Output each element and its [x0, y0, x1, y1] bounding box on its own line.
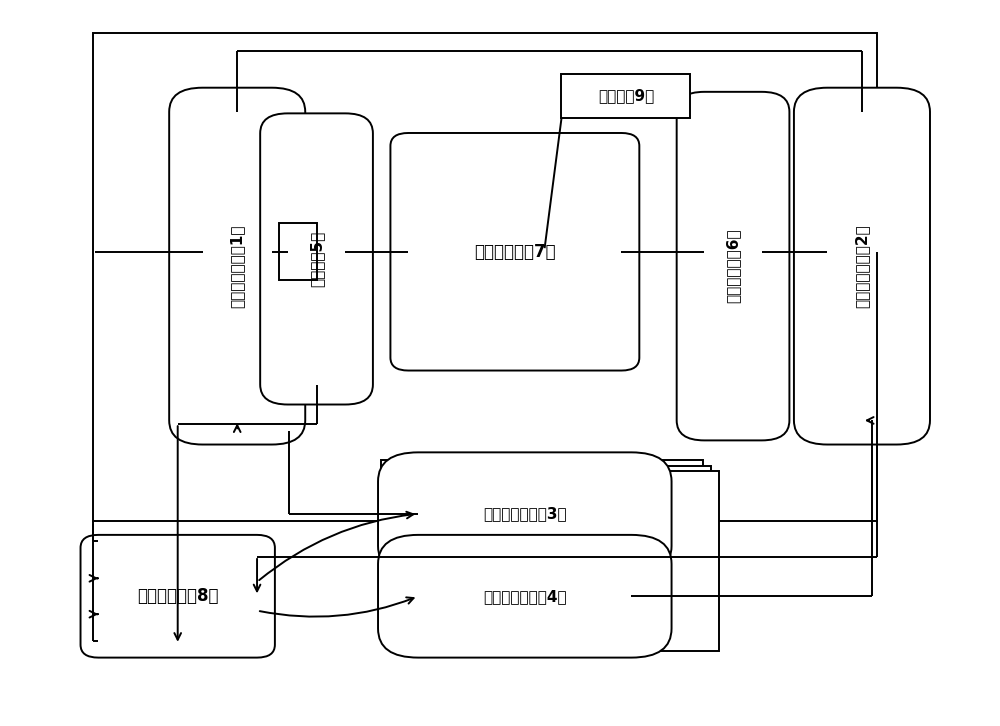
- Bar: [389, 465, 711, 645]
- FancyBboxPatch shape: [378, 535, 672, 658]
- FancyBboxPatch shape: [794, 88, 930, 444]
- FancyBboxPatch shape: [81, 535, 275, 658]
- FancyBboxPatch shape: [390, 133, 639, 370]
- Text: 水平轴（9）: 水平轴（9）: [598, 89, 654, 104]
- Text: 测速机（5）: 测速机（5）: [309, 231, 324, 287]
- Bar: [93, 33, 877, 521]
- Text: 直流力矩电机（1）: 直流力矩电机（1）: [230, 224, 245, 308]
- FancyBboxPatch shape: [169, 88, 305, 444]
- Text: 功率驱动模块（4）: 功率驱动模块（4）: [483, 589, 567, 604]
- FancyBboxPatch shape: [677, 91, 789, 441]
- Text: 功率驱动模块（3）: 功率驱动模块（3）: [483, 506, 567, 521]
- FancyBboxPatch shape: [378, 452, 672, 575]
- Bar: [279, 223, 317, 280]
- Text: 水平轴负载（7）: 水平轴负载（7）: [474, 242, 556, 261]
- Bar: [561, 74, 690, 118]
- Bar: [381, 460, 703, 640]
- Text: 控制处理器（8）: 控制处理器（8）: [137, 587, 218, 605]
- Bar: [397, 471, 719, 650]
- FancyBboxPatch shape: [260, 113, 373, 404]
- Text: 位置编码器（6）: 位置编码器（6）: [726, 229, 741, 303]
- Text: 直流力矩电机（2）: 直流力矩电机（2）: [854, 224, 869, 308]
